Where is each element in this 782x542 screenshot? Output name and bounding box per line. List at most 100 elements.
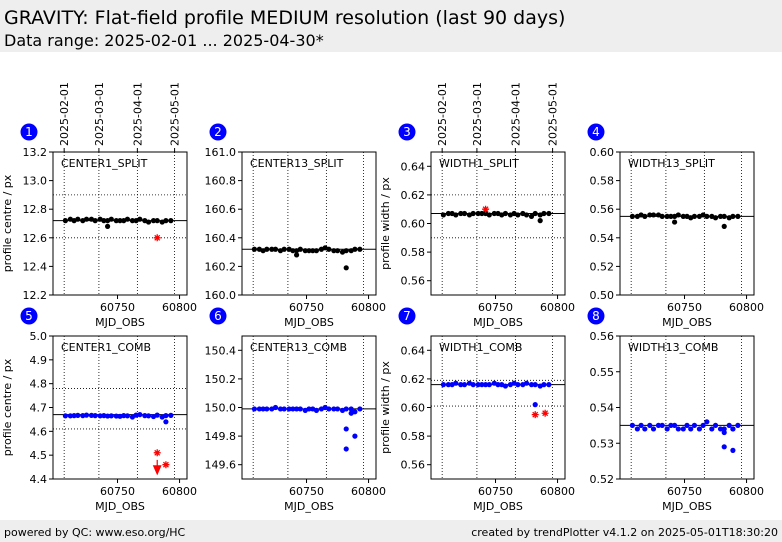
y-tick-label: 0.60 [590, 146, 615, 159]
outlier-star [153, 449, 161, 457]
data-point [664, 213, 670, 219]
panel-badge-number: 4 [592, 125, 600, 139]
data-point [671, 219, 678, 225]
data-point [62, 218, 69, 224]
x-axis-label: MJD_OBS [473, 316, 523, 329]
y-tick-label: 160.8 [205, 175, 237, 188]
data-point [704, 213, 710, 219]
y-axis-label: profile centre / px [1, 174, 14, 272]
data-point [475, 382, 481, 388]
data-point [634, 426, 640, 432]
x2-tick-label: 2025-05-01 [547, 82, 560, 146]
data-point [67, 413, 73, 419]
axes-frame [52, 335, 188, 480]
y-tick-label: 4.9 [30, 354, 48, 367]
x2-tick-label: 2025-04-01 [509, 82, 522, 146]
y-tick-label: 5.0 [30, 330, 48, 343]
data-point [326, 406, 332, 412]
data-point [297, 406, 303, 412]
data-point [730, 213, 736, 219]
data-point [348, 410, 354, 416]
data-point [675, 212, 681, 218]
data-point [629, 213, 636, 219]
x-axis-label: MJD_OBS [473, 500, 523, 513]
x-tick-label: 60750 [100, 485, 135, 498]
data-point [721, 426, 727, 432]
panel-badge [398, 123, 416, 141]
data-point [343, 406, 349, 412]
data-point [264, 406, 270, 412]
x-tick-label: 60800 [162, 301, 197, 314]
data-point [168, 218, 174, 224]
y-tick-label: 0.56 [590, 330, 615, 343]
data-point [83, 216, 90, 222]
data-point [445, 210, 451, 217]
data-point [75, 412, 81, 418]
data-point [647, 212, 653, 218]
y-tick-label: 4.5 [30, 449, 48, 462]
data-point [108, 216, 114, 222]
panel-badge-number: 2 [214, 125, 222, 139]
y-tick-label: 4.4 [30, 473, 48, 486]
data-point [712, 422, 719, 428]
y-tick-label: 0.52 [590, 473, 615, 486]
y-tick-label: 4.8 [30, 378, 48, 391]
data-point [113, 413, 119, 419]
y-axis-label: profile centre / px [1, 358, 14, 456]
x-tick-label: 60800 [351, 301, 386, 314]
data-point [293, 406, 300, 412]
data-point [313, 248, 320, 254]
data-point [88, 412, 95, 418]
data-point [721, 444, 727, 450]
data-point [532, 402, 538, 408]
page-title: GRAVITY: Flat-field profile MEDIUM resol… [4, 7, 565, 29]
data-point [546, 210, 552, 217]
data-point [92, 218, 98, 224]
data-point [691, 422, 698, 428]
x-axis-label: MJD_OBS [284, 500, 334, 513]
data-point [735, 422, 741, 428]
page-subtitle: Data range: 2025-02-01 ... 2025-04-30* [4, 31, 324, 50]
y-tick-label: 12.8 [23, 203, 48, 216]
panel-label: CENTER1_SPLIT [61, 157, 148, 170]
data-point [269, 246, 275, 252]
data-point [491, 210, 497, 217]
data-point [101, 218, 107, 224]
data-point [675, 426, 681, 432]
y-tick-label: 149.8 [205, 430, 237, 443]
y-tick-label: 12.6 [23, 232, 48, 245]
data-point [168, 412, 174, 418]
y-tick-label: 160.6 [205, 203, 237, 216]
data-point [357, 406, 363, 412]
data-point [532, 210, 538, 217]
data-point [470, 382, 476, 388]
panel-label: CENTER13_COMB [250, 341, 347, 354]
data-point [659, 213, 665, 219]
data-point [461, 210, 468, 217]
footer-right: created by trendPlotter v4.1.2 on 2025-0… [471, 526, 778, 539]
y-tick-label: 13.2 [23, 146, 48, 159]
data-point [163, 413, 169, 419]
y-tick-label: 0.58 [590, 175, 615, 188]
y-tick-label: 0.62 [401, 189, 426, 202]
data-point [343, 426, 349, 432]
data-point [730, 447, 736, 453]
data-point [479, 382, 485, 388]
data-point [281, 246, 287, 252]
y-axis-label: profile width / px [379, 177, 392, 270]
data-point [260, 406, 266, 412]
panel-badge-number: 6 [214, 309, 222, 323]
x-tick-label: 60750 [667, 301, 702, 314]
data-point [717, 213, 724, 219]
data-point [730, 426, 736, 432]
data-point [668, 422, 674, 428]
data-point [331, 406, 337, 412]
y-tick-label: 0.54 [590, 232, 615, 245]
data-point [71, 413, 77, 419]
x-tick-label: 60750 [667, 485, 702, 498]
x-axis-label: MJD_OBS [662, 316, 712, 329]
x-tick-label: 60800 [729, 485, 764, 498]
y-tick-label: 13.0 [23, 175, 48, 188]
y-tick-label: 0.60 [401, 402, 426, 415]
data-point [440, 382, 447, 388]
